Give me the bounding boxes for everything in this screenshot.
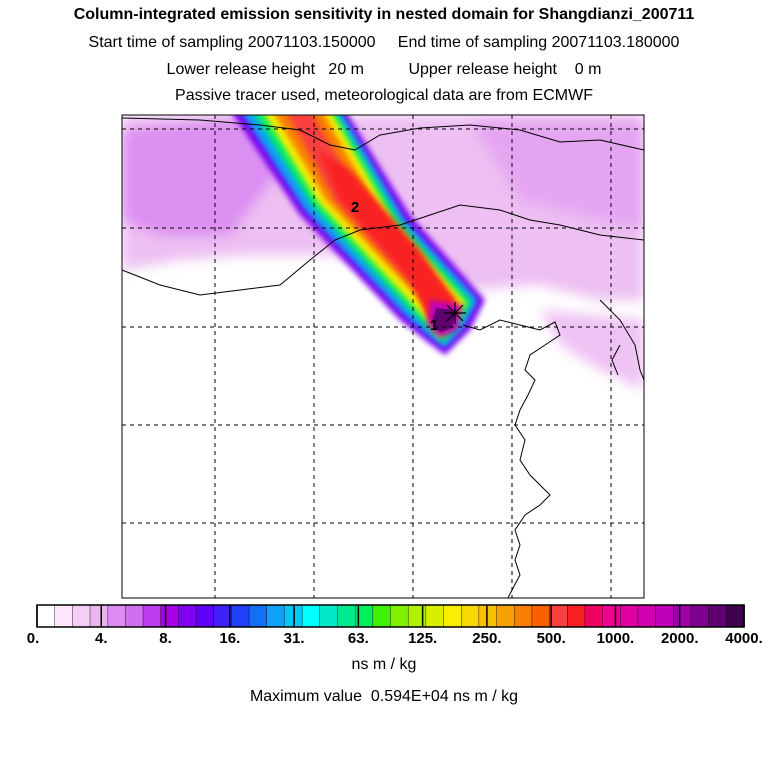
sampling-times: Start time of sampling 20071103.150000 E…	[88, 34, 680, 51]
colorbar-tick-label: 250.	[472, 630, 502, 647]
marker-1: 1	[430, 317, 438, 334]
lat-lon-grid	[122, 115, 644, 598]
colorbar-tick-label: 63.	[347, 630, 369, 647]
release-heights: Lower release height 20 m Upper release …	[166, 61, 602, 78]
colorbar-tick-label: 4.	[95, 630, 108, 647]
sensitivity-field	[122, 115, 644, 390]
colorbar-tick-label: 500.	[536, 630, 566, 647]
marker-2: 2	[351, 199, 359, 216]
colorbar-unit: ns m / kg	[351, 656, 417, 673]
emission-sensitivity-map: 2 1	[121, 114, 645, 599]
colorbar-tick-label: 0.	[26, 630, 40, 647]
colorbar-tick-label: 2000.	[660, 630, 699, 647]
colorbar-tick-label: 8.	[159, 630, 172, 647]
colorbar-tick-label: 31.	[283, 630, 305, 647]
plot-title: Column-integrated emission sensitivity i…	[73, 6, 695, 23]
map-frame	[121, 114, 645, 599]
station-star-icon	[444, 302, 466, 324]
colorbar-tick-label: 4000.	[725, 630, 763, 647]
tracer-note: Passive tracer used, meteorological data…	[175, 87, 593, 104]
colorbar-tick-label: 125.	[408, 630, 438, 647]
colorbar-tick-label: 1000.	[596, 630, 635, 647]
maximum-value: Maximum value 0.594E+04 ns m / kg	[249, 688, 519, 705]
colorbar-tick-label: 16.	[219, 630, 241, 647]
